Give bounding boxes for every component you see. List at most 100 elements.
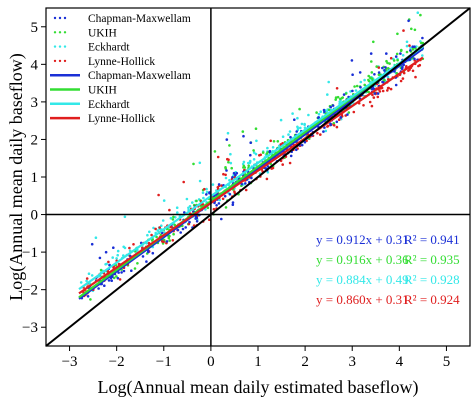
fit-equation: y = 0.916x + 0.36	[316, 252, 409, 267]
data-point	[371, 93, 374, 97]
data-point	[416, 11, 420, 14]
data-point	[386, 75, 390, 79]
data-point	[342, 93, 346, 96]
data-point	[213, 150, 217, 153]
data-point	[107, 260, 110, 264]
data-point	[399, 79, 403, 83]
data-point	[161, 219, 165, 222]
data-point	[227, 160, 230, 164]
data-point	[176, 228, 180, 232]
data-point	[241, 130, 245, 133]
data-point	[335, 120, 339, 124]
data-point	[206, 206, 210, 210]
data-point	[117, 271, 120, 274]
data-point	[369, 52, 373, 55]
legend-label: Chapman-Maxwellam	[88, 70, 191, 82]
data-point	[195, 220, 199, 223]
data-point	[420, 41, 423, 45]
data-point	[204, 208, 207, 211]
data-point	[300, 143, 304, 147]
legend-marker	[58, 16, 62, 20]
data-point	[272, 140, 276, 143]
data-point	[261, 151, 265, 154]
data-point	[224, 206, 228, 209]
data-point	[168, 239, 171, 242]
data-point	[116, 249, 120, 253]
data-point	[414, 75, 417, 79]
data-point	[373, 92, 377, 95]
data-point	[201, 191, 205, 194]
legend-marker	[58, 31, 62, 34]
data-point	[133, 267, 137, 270]
data-point	[368, 100, 372, 104]
data-point	[148, 230, 151, 234]
y-tick-label: −2	[22, 283, 38, 299]
data-point	[281, 135, 285, 138]
data-point	[228, 192, 232, 196]
data-point	[205, 190, 209, 194]
data-point	[116, 276, 120, 280]
data-point	[104, 263, 107, 266]
data-point	[213, 201, 216, 205]
data-point	[179, 231, 182, 234]
data-point	[266, 165, 270, 168]
x-tick-label: 5	[443, 354, 451, 370]
legend-marker	[63, 59, 67, 63]
data-point	[87, 272, 91, 276]
data-point	[98, 256, 102, 260]
data-point	[288, 130, 292, 133]
data-point	[132, 243, 135, 246]
data-point	[202, 196, 205, 200]
data-point	[376, 95, 380, 99]
data-point	[367, 90, 371, 94]
data-point	[203, 187, 206, 191]
data-point	[298, 107, 301, 111]
data-point	[172, 232, 175, 236]
x-tick-label: 1	[254, 354, 262, 370]
data-point	[231, 201, 235, 204]
data-point	[154, 227, 157, 231]
data-point	[363, 83, 367, 87]
data-point	[381, 66, 384, 70]
data-point	[392, 59, 396, 62]
legend-label: Lynne-Hollick	[88, 113, 155, 125]
data-point	[217, 183, 221, 186]
data-point	[362, 104, 365, 107]
legend-label: UKIH	[88, 85, 117, 97]
data-point	[184, 226, 187, 229]
data-point	[250, 176, 253, 180]
data-point	[331, 104, 335, 107]
data-point	[358, 71, 362, 74]
data-point	[187, 206, 190, 210]
data-point	[421, 54, 424, 57]
data-point	[351, 89, 354, 93]
y-tick-label: 2	[31, 132, 39, 148]
data-point	[327, 80, 331, 84]
fit-lines	[78, 45, 424, 300]
y-tick-label: −3	[22, 320, 38, 336]
data-point	[188, 220, 191, 224]
data-point	[115, 275, 118, 278]
data-point	[252, 151, 256, 154]
data-point	[145, 260, 148, 263]
data-point	[118, 278, 122, 281]
data-point	[269, 139, 273, 143]
data-point	[231, 176, 234, 179]
data-point	[367, 74, 371, 78]
legend-marker	[53, 16, 57, 20]
data-point	[405, 44, 409, 48]
data-point	[175, 206, 179, 209]
data-point	[336, 95, 340, 99]
data-point	[86, 295, 90, 298]
legend-marker	[63, 45, 67, 48]
data-point	[326, 125, 329, 128]
data-point	[225, 169, 228, 172]
data-point	[396, 32, 399, 36]
data-point	[224, 167, 227, 170]
data-point	[85, 277, 89, 280]
data-point	[107, 279, 111, 282]
data-point	[229, 152, 232, 156]
data-point	[289, 154, 293, 158]
y-tick-label: −1	[22, 245, 38, 261]
data-point	[128, 246, 131, 250]
